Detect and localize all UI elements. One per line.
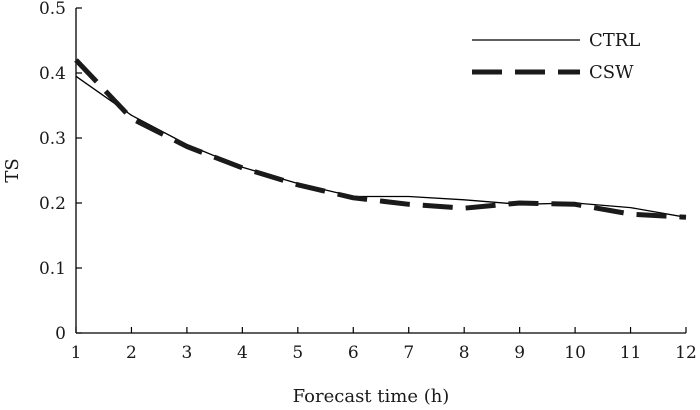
series-line-csw — [74, 58, 687, 220]
x-ticks: 1 2 3 4 5 6 7 8 9 10 11 12 — [71, 327, 697, 363]
series-line-ctrl — [75, 75, 687, 218]
y-tick-label: 0.2 — [39, 194, 66, 214]
x-tick-label: 7 — [403, 343, 414, 363]
x-tick-label: 12 — [675, 343, 697, 363]
y-tick-label: 0.5 — [39, 0, 66, 19]
legend: CTRL CSW — [472, 30, 640, 83]
x-tick-label: 5 — [292, 343, 303, 363]
axes — [75, 8, 686, 334]
x-axis-title: Forecast time (h) — [293, 386, 450, 407]
x-tick-label: 10 — [564, 343, 586, 363]
series-layer — [74, 58, 687, 220]
x-tick-label: 3 — [181, 343, 192, 363]
legend-label-csw: CSW — [589, 62, 634, 83]
legend-label-ctrl: CTRL — [589, 30, 640, 51]
y-tick-label: 0 — [55, 324, 66, 344]
y-tick-label: 0.1 — [39, 259, 66, 279]
x-tick-label: 8 — [459, 343, 470, 363]
x-tick-label: 2 — [126, 343, 137, 363]
y-tick-label: 0.3 — [39, 129, 66, 149]
x-tick-label: 11 — [620, 343, 642, 363]
y-axis-title: TS — [2, 158, 23, 182]
x-tick-label: 1 — [71, 343, 82, 363]
y-tick-label: 0.4 — [39, 64, 66, 84]
y-ticks: 0 0.1 0.2 0.3 0.4 0.5 — [39, 0, 82, 344]
x-tick-label: 6 — [348, 343, 359, 363]
x-tick-label: 4 — [237, 343, 248, 363]
x-tick-label: 9 — [514, 343, 525, 363]
